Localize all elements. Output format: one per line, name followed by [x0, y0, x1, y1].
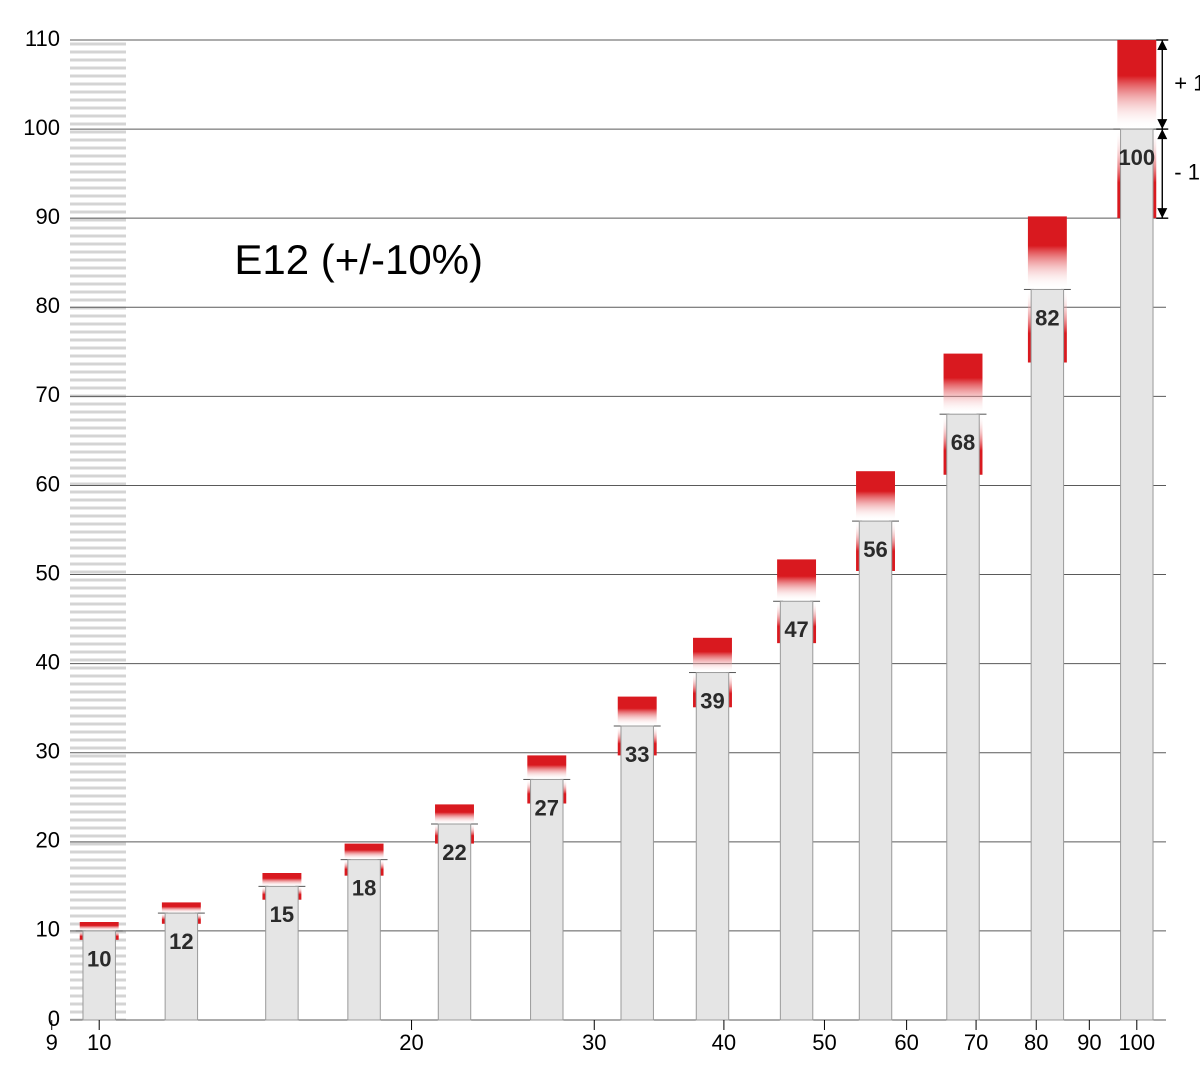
- tolerance-band-upper: [345, 844, 384, 860]
- tolerance-band-upper: [162, 902, 201, 913]
- tolerance-band-upper: [262, 873, 301, 886]
- y-tick-label: 80: [36, 293, 60, 318]
- y-tick-label: 40: [36, 649, 60, 674]
- x-tick-label: 30: [582, 1030, 606, 1055]
- bar-value-label: 27: [535, 795, 559, 820]
- bar: [696, 673, 728, 1020]
- ruler-strip: [70, 40, 126, 1020]
- x-tick-label: 40: [712, 1030, 736, 1055]
- bar-value-label: 12: [169, 929, 193, 954]
- bar-value-label: 39: [700, 688, 724, 713]
- tolerance-band-upper: [527, 755, 566, 779]
- bar-value-label: 68: [951, 430, 975, 455]
- arrowhead: [1157, 208, 1167, 218]
- tolerance-band-upper: [618, 697, 657, 726]
- arrowhead: [1157, 129, 1167, 139]
- bar-value-label: 15: [270, 902, 294, 927]
- x-tick-label: 9: [46, 1030, 58, 1055]
- arrowhead: [1157, 40, 1167, 50]
- x-tick-label: 80: [1024, 1030, 1048, 1055]
- bar-value-label: 47: [784, 617, 808, 642]
- tolerance-label-minus: - 10%: [1174, 159, 1200, 184]
- x-tick-label: 10: [87, 1030, 111, 1055]
- bar-value-label: 100: [1118, 145, 1155, 170]
- y-tick-label: 30: [36, 739, 60, 764]
- y-tick-label: 60: [36, 471, 60, 496]
- tolerance-band-upper: [693, 638, 732, 673]
- y-tick-label: 110: [25, 26, 60, 51]
- y-tick-label: 70: [36, 382, 60, 407]
- y-tick-label: 10: [36, 917, 60, 942]
- bar-value-label: 56: [863, 537, 887, 562]
- y-tick-label: 90: [36, 204, 60, 229]
- y-tick-label: 50: [36, 560, 60, 585]
- tolerance-band-upper: [80, 922, 119, 931]
- bar-value-label: 33: [625, 742, 649, 767]
- x-tick-label: 60: [894, 1030, 918, 1055]
- bar-value-label: 10: [87, 947, 111, 972]
- tolerance-band-upper: [944, 354, 983, 415]
- bar-value-label: 82: [1035, 305, 1059, 330]
- y-tick-label: 20: [36, 828, 60, 853]
- x-tick-label: 70: [964, 1030, 988, 1055]
- bar: [859, 521, 891, 1020]
- bar: [621, 726, 653, 1020]
- tolerance-band-upper: [435, 804, 474, 824]
- tolerance-band-upper: [856, 471, 895, 521]
- bar: [947, 414, 979, 1020]
- x-tick-label: 20: [399, 1030, 423, 1055]
- bar: [1121, 129, 1153, 1020]
- y-tick-label: 0: [48, 1006, 60, 1031]
- chart-container: 0 10 20 30 40 50 60 70 80 90 100 110 10 12 15 18 22 27 33 3…: [0, 0, 1200, 1081]
- chart-svg: 0 10 20 30 40 50 60 70 80 90 100 110 10 12 15 18 22 27 33 3…: [0, 0, 1200, 1081]
- tolerance-label-plus: + 10%: [1174, 70, 1200, 95]
- bar-value-label: 22: [442, 840, 466, 865]
- bar-value-label: 18: [352, 875, 376, 900]
- tolerance-band-upper: [777, 559, 816, 601]
- tolerance-band-upper: [1117, 40, 1156, 129]
- chart-title: E12 (+/-10%): [234, 236, 483, 283]
- x-tick-label: 50: [812, 1030, 836, 1055]
- tolerance-band-upper: [1028, 216, 1067, 289]
- bar: [83, 931, 115, 1020]
- bar: [1031, 289, 1063, 1020]
- arrowhead: [1157, 119, 1167, 129]
- x-tick-label: 90: [1077, 1030, 1101, 1055]
- bar: [780, 601, 812, 1020]
- y-tick-label: 100: [23, 115, 60, 140]
- x-tick-label: 100: [1118, 1030, 1155, 1055]
